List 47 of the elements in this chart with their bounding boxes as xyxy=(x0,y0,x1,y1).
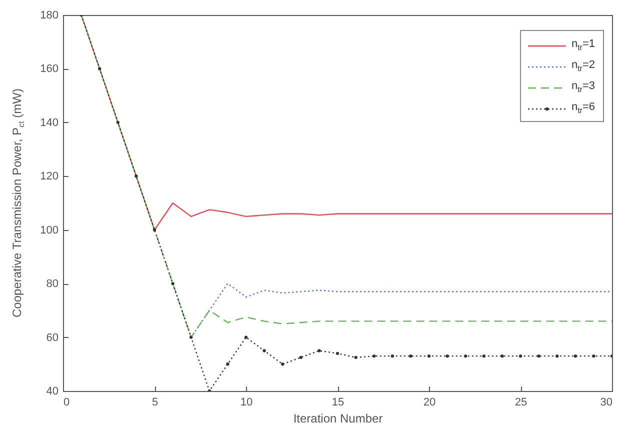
point xyxy=(171,282,174,286)
point xyxy=(244,336,248,339)
legend-label: n$_{tr}$=6 xyxy=(571,101,595,116)
y-tick-label: 160 xyxy=(40,63,58,76)
y-tick-label: 140 xyxy=(40,116,58,129)
x-tick-label: 10 xyxy=(240,396,253,408)
point xyxy=(281,362,284,366)
point xyxy=(537,354,540,358)
point xyxy=(409,354,412,358)
point xyxy=(190,336,193,339)
x-tick-label: 5 xyxy=(152,396,158,408)
point xyxy=(372,354,376,358)
point xyxy=(464,354,468,358)
y-tick-label: 100 xyxy=(40,224,58,236)
point xyxy=(152,228,156,232)
y-tick-label: 120 xyxy=(40,170,58,183)
point xyxy=(390,354,394,358)
x-tick-label: 30 xyxy=(600,396,612,408)
y-tick-label: 80 xyxy=(46,278,58,290)
point xyxy=(556,354,559,358)
point xyxy=(592,354,596,358)
y-tick-label: 60 xyxy=(46,332,58,344)
point xyxy=(98,67,102,70)
point xyxy=(299,356,302,360)
x-axis-title: Iteration Number xyxy=(293,412,383,426)
point xyxy=(574,354,577,358)
x-tick-label: 25 xyxy=(514,396,528,408)
x-tick-label: 20 xyxy=(423,396,436,408)
point xyxy=(354,356,358,360)
point xyxy=(446,354,449,358)
point xyxy=(318,349,321,352)
point xyxy=(262,349,266,352)
x-tick-label: 15 xyxy=(332,396,344,408)
legend-label: n$_{tr}$=2 xyxy=(571,59,595,74)
point xyxy=(482,354,486,358)
point xyxy=(116,120,120,124)
point xyxy=(134,174,138,178)
y-tick-label: 40 xyxy=(46,386,58,398)
y-tick-label: 180 xyxy=(40,10,58,22)
legend-label: n$_{tr}$=1 xyxy=(571,38,595,53)
x-tick-label: 0 xyxy=(64,396,70,408)
point xyxy=(336,352,340,355)
legend-label: n$_{tr}$=3 xyxy=(571,80,595,95)
point xyxy=(226,362,230,366)
point xyxy=(427,354,431,358)
point xyxy=(518,354,522,358)
point xyxy=(500,354,504,358)
